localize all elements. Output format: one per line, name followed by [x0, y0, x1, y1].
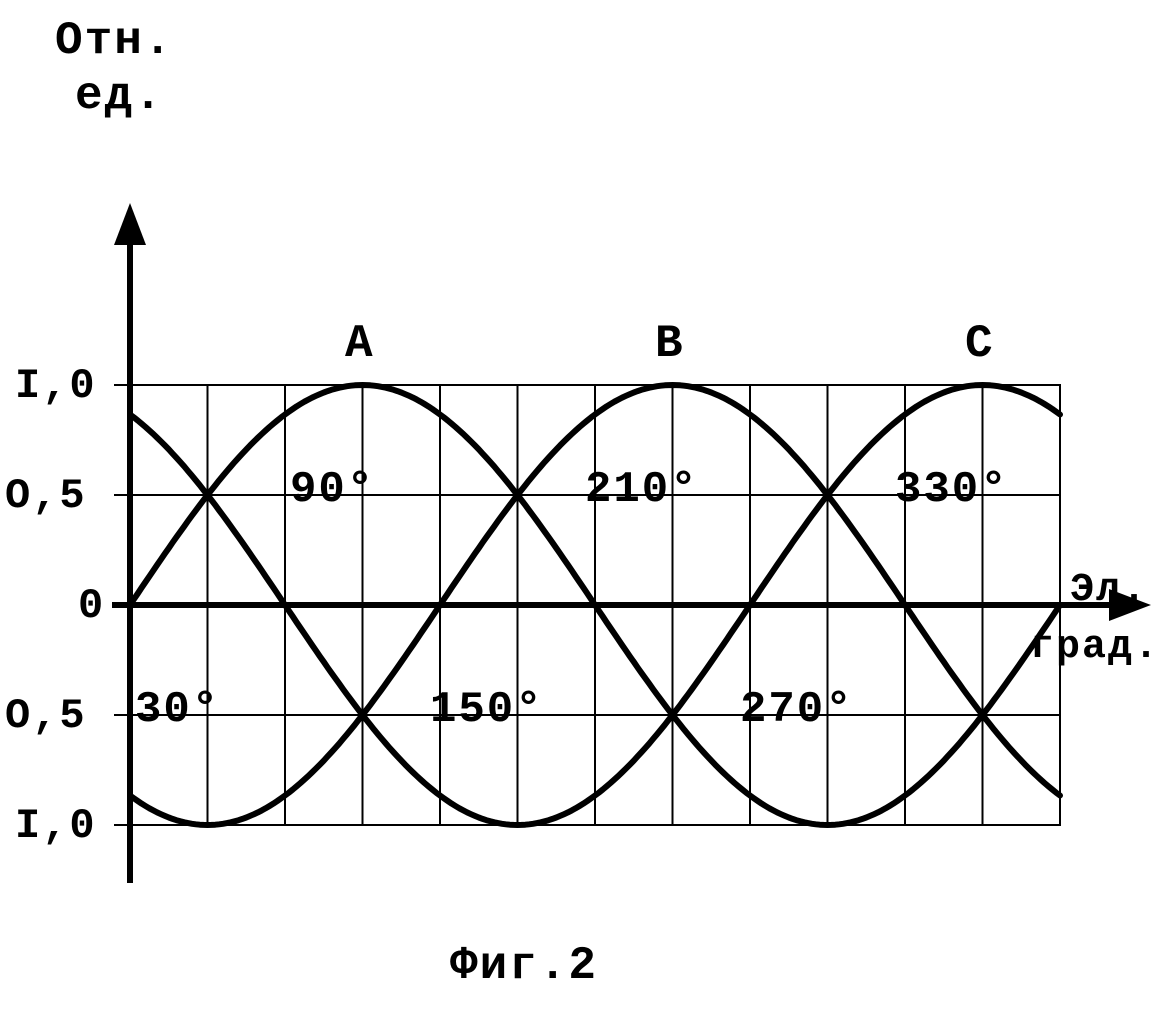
ytick-pos-0.5: О,5: [5, 472, 87, 520]
phase-label-330: 330°: [895, 465, 1009, 515]
phase-label-90: 90°: [290, 465, 375, 515]
phase-label-30: 30°: [135, 685, 220, 735]
x-axis-title-line2: град.: [1030, 625, 1160, 670]
series-label-c: C: [965, 318, 995, 370]
x-axis-title-line1: Эл.: [1070, 568, 1148, 613]
y-axis-title-line2: ед.: [75, 70, 164, 122]
ytick-pos-1.0: I,0: [15, 362, 97, 410]
figure-caption: Фиг.2: [450, 940, 598, 992]
phase-label-210: 210°: [585, 465, 699, 515]
ytick-neg-0.5: О,5: [5, 692, 87, 740]
ytick-neg-1.0: I,0: [15, 802, 97, 850]
series-label-a: A: [345, 318, 375, 370]
phase-label-270: 270°: [740, 685, 854, 735]
series-label-b: B: [655, 318, 685, 370]
phase-label-150: 150°: [430, 685, 544, 735]
y-axis-title-line1: Отн.: [55, 15, 173, 67]
ytick-0: 0: [78, 582, 105, 630]
